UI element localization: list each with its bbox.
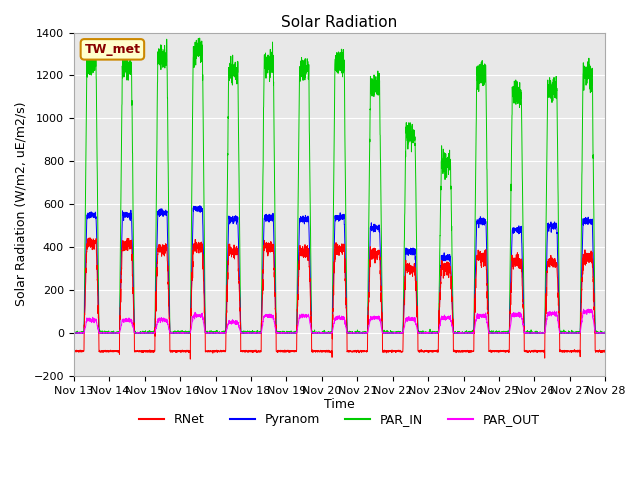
RNet	[489, 348, 497, 354]
RNet	[86, 235, 93, 240]
PAR_OUT	[489, 330, 497, 336]
RNet	[459, 348, 467, 354]
PAR_IN	[489, 330, 497, 336]
RNet	[186, 356, 194, 362]
RNet	[602, 349, 609, 355]
RNet	[601, 349, 609, 355]
PAR_OUT	[601, 330, 609, 336]
RNet	[320, 348, 328, 354]
PAR_IN	[166, 288, 173, 294]
PAR_OUT	[429, 330, 437, 336]
PAR_IN	[459, 330, 467, 336]
Pyranom	[70, 330, 77, 336]
RNet	[166, 319, 173, 325]
PAR_OUT	[602, 330, 609, 336]
Pyranom	[196, 203, 204, 208]
X-axis label: Time: Time	[324, 398, 355, 411]
PAR_OUT	[459, 330, 467, 336]
Title: Solar Radiation: Solar Radiation	[282, 15, 397, 30]
Pyranom	[429, 330, 437, 336]
RNet	[70, 348, 77, 353]
PAR_OUT	[70, 330, 77, 336]
Pyranom	[602, 330, 609, 336]
PAR_OUT	[70, 330, 78, 336]
PAR_IN	[70, 330, 77, 336]
Pyranom	[320, 330, 328, 336]
Pyranom	[489, 330, 497, 336]
Text: TW_met: TW_met	[84, 43, 140, 56]
PAR_IN	[320, 330, 328, 336]
PAR_IN	[602, 330, 609, 336]
Line: Pyranom: Pyranom	[74, 205, 605, 333]
PAR_OUT	[166, 328, 173, 334]
Legend: RNet, Pyranom, PAR_IN, PAR_OUT: RNet, Pyranom, PAR_IN, PAR_OUT	[134, 408, 545, 432]
PAR_OUT	[584, 306, 592, 312]
Line: PAR_OUT: PAR_OUT	[74, 309, 605, 333]
RNet	[429, 349, 437, 355]
Line: PAR_IN: PAR_IN	[74, 38, 605, 333]
PAR_IN	[601, 329, 609, 335]
PAR_IN	[196, 35, 204, 41]
PAR_OUT	[320, 330, 328, 336]
PAR_IN	[70, 330, 77, 336]
Pyranom	[601, 330, 609, 336]
PAR_IN	[429, 329, 437, 335]
Line: RNet: RNet	[74, 238, 605, 359]
Y-axis label: Solar Radiation (W/m2, uE/m2/s): Solar Radiation (W/m2, uE/m2/s)	[15, 102, 28, 307]
Pyranom	[165, 306, 173, 312]
Pyranom	[459, 330, 467, 336]
